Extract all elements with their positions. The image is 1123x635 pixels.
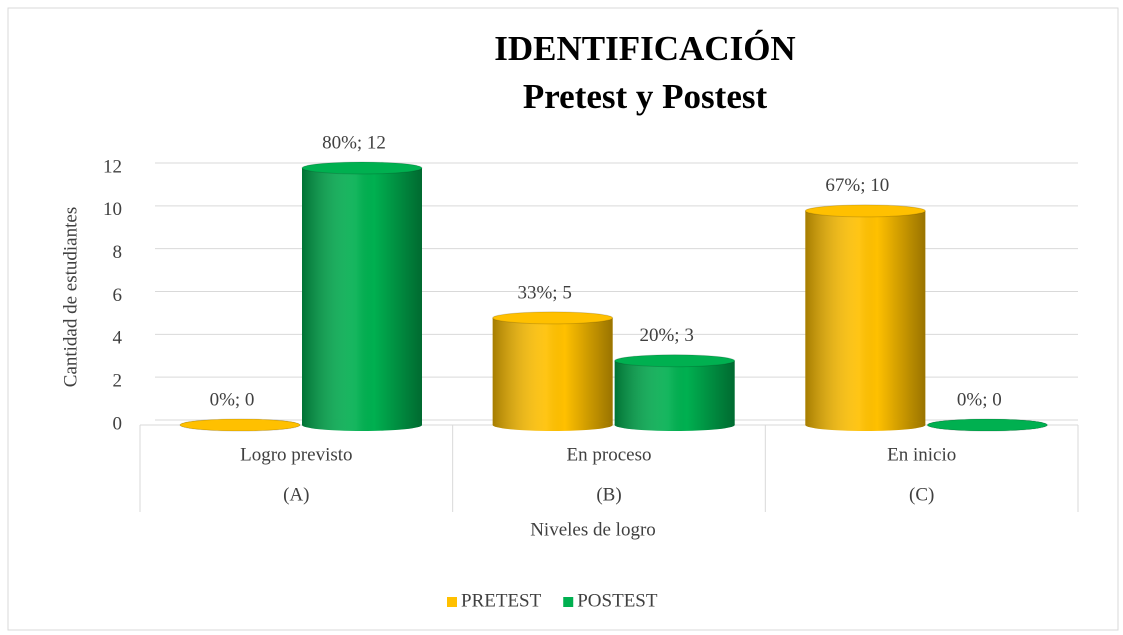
bar-shading (805, 210, 926, 425)
legend-swatch (563, 597, 574, 607)
x-tick-label: En proceso (567, 444, 652, 465)
bar-shading (614, 360, 735, 425)
x-tick-label: Logro previsto (240, 444, 352, 465)
chart-title: IDENTIFICACIÓN (494, 28, 795, 68)
y-tick-label: 0 (113, 413, 123, 434)
x-axis-label: Niveles de logro (530, 519, 656, 540)
y-tick-label: 8 (113, 242, 123, 263)
data-label: 80%; 12 (322, 132, 386, 153)
bar-top (179, 418, 301, 432)
y-tick-label: 12 (103, 156, 122, 177)
y-tick-label: 6 (113, 285, 123, 306)
y-tick-label: 10 (103, 199, 122, 220)
bar-bottom-shading (492, 419, 613, 431)
bar-shading (302, 168, 422, 425)
bar-bottom-shading (805, 419, 926, 431)
bar-top (614, 354, 736, 368)
bar-top (804, 204, 926, 218)
legend-swatch (447, 597, 457, 607)
data-label: 0%; 0 (210, 389, 255, 410)
y-tick-label: 2 (113, 371, 123, 392)
y-tick-label: 4 (113, 328, 123, 349)
data-label: 0%; 0 (957, 389, 1002, 410)
x-tick-code: (A) (283, 484, 309, 505)
bar-bottom-shading (302, 419, 422, 431)
legend-label: PRETEST (461, 590, 542, 611)
bar-top (301, 161, 423, 175)
x-tick-label: En inicio (887, 444, 956, 465)
data-label: 67%; 10 (825, 175, 889, 196)
bar-top (926, 418, 1048, 432)
chart-subtitle: Pretest y Postest (523, 77, 768, 116)
bar-top (492, 311, 614, 325)
y-axis-label: Cantidad de estudiantes (60, 207, 81, 387)
legend-label: POSTEST (577, 590, 658, 611)
bar-shading (492, 317, 613, 425)
x-tick-code: (B) (596, 484, 621, 505)
x-tick-code: (C) (909, 484, 934, 505)
data-label: 33%; 5 (517, 282, 571, 303)
bar-bottom-shading (614, 419, 735, 431)
data-label: 20%; 3 (639, 325, 693, 346)
